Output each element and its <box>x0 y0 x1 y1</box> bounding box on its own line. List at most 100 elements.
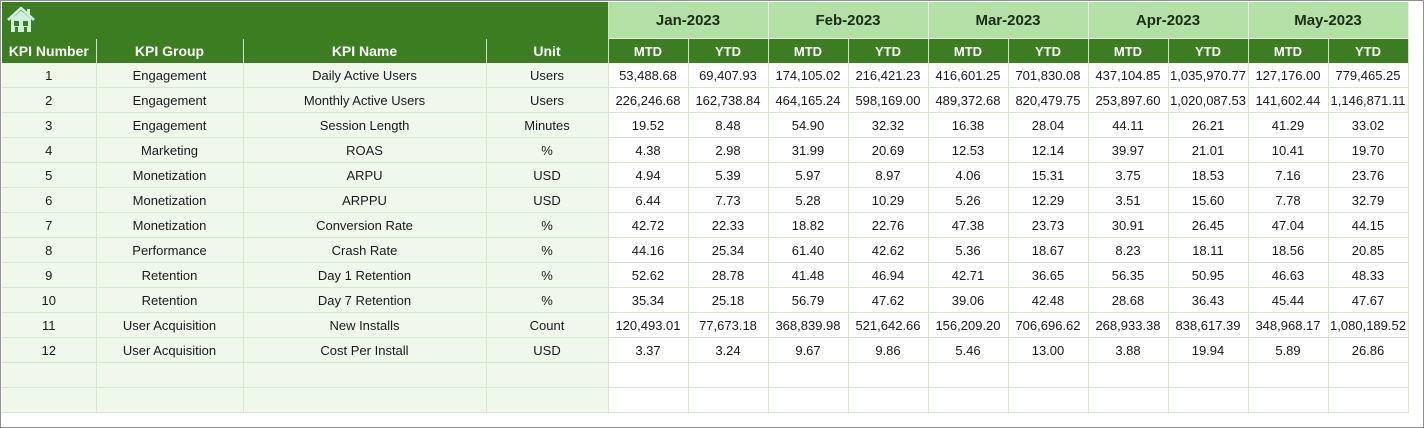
value-cell[interactable]: 39.97 <box>1088 137 1169 163</box>
value-cell[interactable]: 12.29 <box>1008 187 1089 213</box>
value-cell[interactable]: 48.33 <box>1328 262 1409 288</box>
value-cell[interactable]: 30.91 <box>1088 212 1169 238</box>
value-cell[interactable]: 3.88 <box>1088 337 1169 363</box>
value-cell[interactable]: 28.78 <box>688 262 769 288</box>
value-cell[interactable]: 1,035,970.77 <box>1168 63 1249 88</box>
unit-cell[interactable]: Users <box>486 63 609 88</box>
kpi-group-cell[interactable]: Performance <box>96 237 244 263</box>
value-cell[interactable]: 42.48 <box>1008 287 1089 313</box>
unit-cell[interactable]: Users <box>486 87 609 113</box>
kpi-group-cell[interactable]: Monetization <box>96 162 244 188</box>
value-cell[interactable]: 20.85 <box>1328 237 1409 263</box>
value-cell[interactable]: 18.82 <box>768 212 849 238</box>
value-cell[interactable]: 18.67 <box>1008 237 1089 263</box>
value-cell[interactable]: 18.56 <box>1248 237 1329 263</box>
value-cell[interactable]: 32.79 <box>1328 187 1409 213</box>
value-cell[interactable]: 26.21 <box>1168 112 1249 138</box>
value-cell[interactable]: 46.63 <box>1248 262 1329 288</box>
value-cell[interactable]: 42.62 <box>848 237 929 263</box>
kpi-group-cell[interactable]: Retention <box>96 262 244 288</box>
value-cell[interactable]: 36.43 <box>1168 287 1249 313</box>
value-cell[interactable]: 50.95 <box>1168 262 1249 288</box>
value-cell[interactable]: 120,493.01 <box>608 312 689 338</box>
value-cell[interactable]: 5.39 <box>688 162 769 188</box>
value-cell[interactable]: 56.79 <box>768 287 849 313</box>
value-cell[interactable]: 1,146,871.11 <box>1328 87 1409 113</box>
value-cell[interactable]: 141,602.44 <box>1248 87 1329 113</box>
kpi-group-cell[interactable]: Engagement <box>96 87 244 113</box>
value-cell[interactable]: 7.73 <box>688 187 769 213</box>
value-cell[interactable]: 437,104.85 <box>1088 63 1169 88</box>
kpi-group-cell[interactable]: Monetization <box>96 212 244 238</box>
kpi-group-cell[interactable]: User Acquisition <box>96 312 244 338</box>
value-cell[interactable]: 32.32 <box>848 112 929 138</box>
value-cell[interactable]: 4.94 <box>608 162 689 188</box>
value-cell[interactable]: 39.06 <box>928 287 1009 313</box>
value-cell[interactable]: 416,601.25 <box>928 63 1009 88</box>
kpi-number-cell[interactable] <box>2 362 97 388</box>
value-cell[interactable]: 36.65 <box>1008 262 1089 288</box>
kpi-name-cell[interactable]: Daily Active Users <box>243 63 487 88</box>
value-cell[interactable]: 56.35 <box>1088 262 1169 288</box>
kpi-name-cell[interactable]: New Installs <box>243 312 487 338</box>
value-cell[interactable]: 13.00 <box>1008 337 1089 363</box>
kpi-name-cell[interactable]: Monthly Active Users <box>243 87 487 113</box>
value-cell[interactable]: 8.48 <box>688 112 769 138</box>
kpi-name-cell[interactable]: Day 7 Retention <box>243 287 487 313</box>
value-cell[interactable]: 8.23 <box>1088 237 1169 263</box>
value-cell[interactable]: 16.38 <box>928 112 1009 138</box>
value-cell[interactable]: 28.04 <box>1008 112 1089 138</box>
value-cell[interactable]: 41.48 <box>768 262 849 288</box>
value-cell[interactable] <box>1328 387 1409 413</box>
kpi-name-cell[interactable]: ARPU <box>243 162 487 188</box>
value-cell[interactable]: 7.16 <box>1248 162 1329 188</box>
kpi-group-cell[interactable] <box>96 362 244 388</box>
value-cell[interactable]: 47.62 <box>848 287 929 313</box>
value-cell[interactable] <box>928 362 1009 388</box>
value-cell[interactable]: 61.40 <box>768 237 849 263</box>
value-cell[interactable]: 489,372.68 <box>928 87 1009 113</box>
value-cell[interactable]: 19.94 <box>1168 337 1249 363</box>
value-cell[interactable]: 52.62 <box>608 262 689 288</box>
kpi-name-cell[interactable]: ARPPU <box>243 187 487 213</box>
kpi-name-cell[interactable] <box>243 387 487 413</box>
kpi-name-cell[interactable]: ROAS <box>243 137 487 163</box>
value-cell[interactable]: 12.53 <box>928 137 1009 163</box>
value-cell[interactable] <box>1168 387 1249 413</box>
value-cell[interactable]: 41.29 <box>1248 112 1329 138</box>
unit-cell[interactable] <box>486 387 609 413</box>
kpi-name-cell[interactable]: Cost Per Install <box>243 337 487 363</box>
value-cell[interactable]: 22.33 <box>688 212 769 238</box>
value-cell[interactable]: 18.53 <box>1168 162 1249 188</box>
value-cell[interactable] <box>608 387 689 413</box>
value-cell[interactable]: 33.02 <box>1328 112 1409 138</box>
value-cell[interactable] <box>1328 362 1409 388</box>
value-cell[interactable]: 706,696.62 <box>1008 312 1089 338</box>
value-cell[interactable] <box>1088 362 1169 388</box>
unit-cell[interactable]: % <box>486 262 609 288</box>
value-cell[interactable]: 10.41 <box>1248 137 1329 163</box>
value-cell[interactable]: 162,738.84 <box>688 87 769 113</box>
value-cell[interactable]: 598,169.00 <box>848 87 929 113</box>
value-cell[interactable]: 3.37 <box>608 337 689 363</box>
value-cell[interactable]: 44.11 <box>1088 112 1169 138</box>
value-cell[interactable] <box>1168 362 1249 388</box>
value-cell[interactable]: 19.52 <box>608 112 689 138</box>
unit-cell[interactable]: % <box>486 287 609 313</box>
kpi-name-cell[interactable] <box>243 362 487 388</box>
value-cell[interactable]: 9.86 <box>848 337 929 363</box>
value-cell[interactable]: 31.99 <box>768 137 849 163</box>
kpi-number-cell[interactable]: 12 <box>2 337 97 363</box>
home-icon[interactable] <box>6 6 36 37</box>
kpi-group-cell[interactable]: Retention <box>96 287 244 313</box>
unit-cell[interactable]: Minutes <box>486 112 609 138</box>
value-cell[interactable]: 6.44 <box>608 187 689 213</box>
value-cell[interactable]: 5.46 <box>928 337 1009 363</box>
value-cell[interactable] <box>1248 362 1329 388</box>
value-cell[interactable]: 216,421.23 <box>848 63 929 88</box>
value-cell[interactable]: 23.76 <box>1328 162 1409 188</box>
kpi-number-cell[interactable]: 4 <box>2 137 97 163</box>
value-cell[interactable] <box>1248 387 1329 413</box>
value-cell[interactable]: 45.44 <box>1248 287 1329 313</box>
unit-cell[interactable]: % <box>486 137 609 163</box>
